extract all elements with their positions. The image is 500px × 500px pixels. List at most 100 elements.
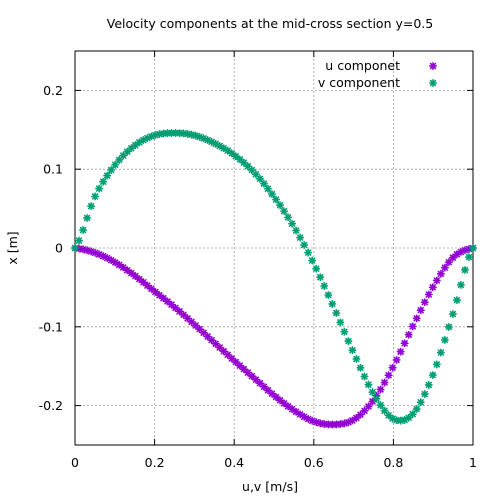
- u-component-point: [183, 314, 192, 323]
- v-component-point: [444, 322, 453, 331]
- u-component-point: [444, 258, 453, 267]
- legend-marker-v: [428, 79, 438, 87]
- x-tick-label: 1: [469, 455, 477, 470]
- y-tick-label: 0.2: [43, 83, 63, 98]
- v-component-point: [276, 201, 285, 210]
- u-component-point: [380, 378, 389, 387]
- v-component-point: [316, 273, 325, 282]
- v-component-point: [95, 184, 104, 193]
- x-axis-label: u,v [m/s]: [242, 479, 298, 494]
- v-component-point: [432, 360, 441, 369]
- chart-title: Velocity components at the mid-cross sec…: [107, 16, 433, 31]
- v-component-point: [284, 213, 293, 222]
- v-component-point: [428, 371, 437, 380]
- v-component-point: [324, 290, 333, 299]
- u-component-point: [388, 363, 397, 372]
- v-component-point: [131, 141, 140, 150]
- u-component-point: [424, 290, 433, 299]
- v-component-point: [280, 207, 289, 216]
- u-component-point: [376, 385, 385, 394]
- x-tick-label: 0.2: [145, 455, 165, 470]
- v-component-point: [288, 219, 297, 228]
- u-component-point: [215, 343, 224, 352]
- v-component-point: [308, 256, 317, 265]
- u-component-point: [364, 402, 373, 411]
- v-component-point: [340, 327, 349, 336]
- u-component-point: [155, 291, 164, 300]
- u-component-point: [412, 314, 421, 323]
- y-axis-label: x [m]: [5, 231, 20, 264]
- v-component-point: [111, 160, 120, 169]
- y-tick-label: 0: [55, 241, 63, 256]
- x-tick-label: 0.4: [224, 455, 244, 470]
- axis-ticks: 0 0.2 0.4 0.6 0.8 1 -0.2 -0.1 0 0.1 0.2: [39, 51, 477, 470]
- v-component-point: [215, 141, 224, 150]
- u-component-point: [432, 276, 441, 285]
- v-component-point: [107, 166, 116, 175]
- legend-label-v: v component: [318, 75, 400, 90]
- legend-marker-u: [428, 61, 438, 70]
- u-component-point: [396, 347, 405, 356]
- v-component-point: [464, 253, 473, 262]
- legend: u componet v component: [318, 58, 438, 90]
- v-component-point: [348, 346, 357, 355]
- v-component-point: [460, 265, 469, 274]
- v-component-point: [452, 296, 461, 305]
- v-component-point: [404, 413, 413, 422]
- v-component-point: [87, 202, 96, 211]
- v-component-point: [420, 390, 429, 399]
- v-component-point: [456, 280, 465, 289]
- v-component-point: [83, 213, 92, 222]
- v-component-point: [312, 264, 321, 273]
- u-component-point: [416, 306, 425, 315]
- v-component-point: [267, 190, 276, 199]
- v-component-point: [91, 192, 100, 201]
- v-component-point: [235, 155, 244, 164]
- v-component-point: [468, 244, 478, 252]
- y-tick-label: -0.1: [39, 319, 63, 334]
- v-component-point: [360, 372, 369, 381]
- v-component-point: [300, 240, 309, 249]
- u-component-point: [235, 361, 244, 370]
- data-points: [71, 128, 478, 429]
- legend-label-u: u componet: [325, 58, 400, 73]
- v-component-point: [352, 354, 361, 363]
- u-component-point: [159, 294, 168, 303]
- v-component-point: [332, 309, 341, 318]
- y-tick-label: 0.1: [43, 162, 63, 177]
- u-component-point: [115, 260, 124, 269]
- v-component-point: [272, 195, 281, 204]
- grid-lines: [75, 51, 473, 445]
- u-component-point: [400, 339, 409, 348]
- v-component-point: [103, 171, 112, 180]
- v-component-point: [376, 401, 385, 410]
- v-component-point: [75, 236, 84, 245]
- v-component-point: [440, 335, 449, 344]
- u-component-point: [436, 269, 445, 278]
- u-component-point: [392, 355, 401, 364]
- u-component-point: [207, 336, 216, 345]
- v-component-point: [380, 406, 389, 415]
- v-component-point: [263, 184, 272, 193]
- v-component-point: [412, 404, 421, 413]
- v-component-point: [296, 233, 305, 242]
- v-component-point: [320, 281, 329, 290]
- v-component-point: [364, 380, 373, 389]
- v-component-point: [416, 398, 425, 407]
- u-component-point: [428, 283, 437, 292]
- u-component-point: [384, 371, 393, 380]
- y-tick-label: -0.2: [39, 398, 63, 413]
- u-component-point: [420, 298, 429, 307]
- v-component-point: [424, 380, 433, 389]
- v-component-point: [372, 394, 381, 403]
- v-component-point: [79, 226, 88, 235]
- v-component-point: [368, 388, 377, 397]
- v-component-point: [408, 410, 417, 419]
- x-tick-label: 0.6: [304, 455, 324, 470]
- v-component-point: [336, 318, 345, 327]
- v-component-point: [292, 226, 301, 235]
- v-component-point: [384, 411, 393, 420]
- v-component-point: [344, 337, 353, 346]
- x-tick-label: 0: [71, 455, 79, 470]
